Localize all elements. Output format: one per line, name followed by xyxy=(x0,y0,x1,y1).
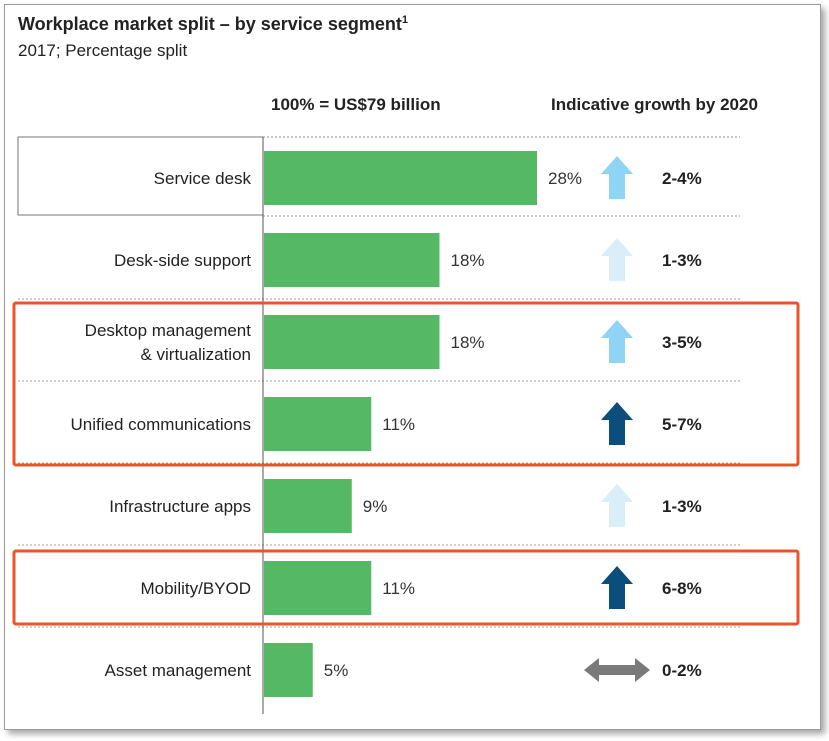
growth-label: 5-7% xyxy=(662,415,702,434)
value-label: 18% xyxy=(451,251,485,270)
growth-arrow-up xyxy=(601,156,633,199)
category-label: Asset management xyxy=(105,661,252,680)
value-label: 11% xyxy=(382,415,415,434)
growth-arrow-up xyxy=(601,238,633,281)
value-label: 18% xyxy=(451,333,485,352)
value-label: 28% xyxy=(548,169,582,188)
total-label: 100% = US$79 billion xyxy=(271,95,441,114)
growth-arrow-horizontal xyxy=(584,658,650,682)
bar xyxy=(264,233,440,287)
bar xyxy=(264,151,537,205)
highlight-box xyxy=(12,301,800,467)
category-label: Infrastructure apps xyxy=(109,497,251,516)
category-label: Service desk xyxy=(154,169,252,188)
category-label: Desk-side support xyxy=(114,251,251,270)
category-label: Desktop management & virtualization xyxy=(85,321,252,364)
bar xyxy=(264,315,440,369)
growth-arrow-up xyxy=(601,484,633,527)
growth-arrow-up xyxy=(601,566,633,609)
growth-label: 3-5% xyxy=(662,333,702,352)
growth-label: 0-2% xyxy=(662,661,702,680)
highlight-box xyxy=(12,549,800,626)
growth-label: 6-8% xyxy=(662,579,702,598)
value-label: 9% xyxy=(363,497,388,516)
value-label: 5% xyxy=(324,661,349,680)
value-label: 11% xyxy=(382,579,415,598)
chart-subtitle: 2017; Percentage split xyxy=(18,41,188,60)
growth-label: 1-3% xyxy=(662,251,702,270)
bar xyxy=(264,643,313,697)
bar xyxy=(264,397,372,451)
category-label: Mobility/BYOD xyxy=(140,579,251,598)
growth-arrow-up xyxy=(601,402,633,445)
growth-label: 1-3% xyxy=(662,497,702,516)
growth-label: 2-4% xyxy=(662,169,702,188)
bar xyxy=(264,561,372,615)
growth-arrow-up xyxy=(601,320,633,363)
title-footnote: 1 xyxy=(401,14,408,26)
growth-column-header: Indicative growth by 2020 xyxy=(551,95,758,114)
category-label: Unified communications xyxy=(71,415,251,434)
chart-title: Workplace market split – by service segm… xyxy=(18,14,408,34)
bar xyxy=(264,479,352,533)
